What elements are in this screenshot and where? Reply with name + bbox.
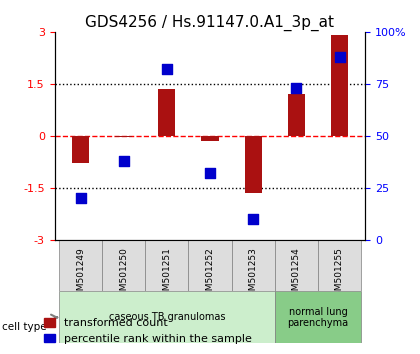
- Point: [250, 216, 257, 222]
- Point: [77, 195, 84, 201]
- Bar: [288, 94, 305, 136]
- Text: caseous TB granulomas: caseous TB granulomas: [109, 313, 225, 322]
- FancyBboxPatch shape: [59, 291, 275, 343]
- Point: [120, 158, 127, 164]
- Point: [163, 67, 170, 72]
- Bar: [158, 89, 176, 136]
- FancyBboxPatch shape: [231, 240, 275, 291]
- Bar: [331, 35, 348, 136]
- FancyBboxPatch shape: [275, 240, 318, 291]
- FancyBboxPatch shape: [59, 240, 102, 291]
- Point: [293, 85, 300, 91]
- Text: GSM501253: GSM501253: [249, 247, 257, 302]
- Bar: [244, 136, 262, 193]
- Text: GSM501255: GSM501255: [335, 247, 344, 302]
- FancyBboxPatch shape: [275, 291, 361, 343]
- FancyBboxPatch shape: [189, 240, 231, 291]
- Text: GSM501252: GSM501252: [205, 247, 215, 302]
- FancyBboxPatch shape: [102, 240, 145, 291]
- Text: GSM501249: GSM501249: [76, 247, 85, 302]
- Text: GSM501250: GSM501250: [119, 247, 128, 302]
- Text: cell type: cell type: [2, 322, 47, 332]
- Text: GSM501251: GSM501251: [163, 247, 171, 302]
- FancyBboxPatch shape: [318, 240, 361, 291]
- Point: [336, 54, 343, 59]
- Legend: transformed count, percentile rank within the sample: transformed count, percentile rank withi…: [39, 314, 256, 348]
- FancyBboxPatch shape: [145, 240, 189, 291]
- Point: [207, 170, 213, 176]
- Bar: [115, 136, 132, 137]
- Text: normal lung
parenchyma: normal lung parenchyma: [287, 307, 349, 328]
- Bar: [201, 136, 219, 141]
- Title: GDS4256 / Hs.91147.0.A1_3p_at: GDS4256 / Hs.91147.0.A1_3p_at: [86, 14, 334, 30]
- Bar: [72, 136, 89, 164]
- Text: GSM501254: GSM501254: [292, 247, 301, 302]
